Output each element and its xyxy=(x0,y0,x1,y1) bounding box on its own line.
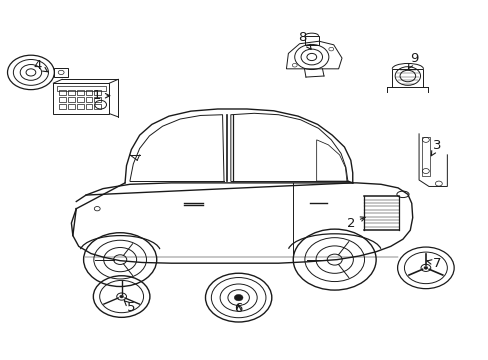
Bar xyxy=(68,97,75,102)
Bar xyxy=(57,86,105,91)
Circle shape xyxy=(120,295,123,298)
Bar xyxy=(77,90,83,95)
Bar xyxy=(85,97,92,102)
Bar xyxy=(53,83,109,114)
Text: 7: 7 xyxy=(426,257,441,270)
Circle shape xyxy=(423,266,427,269)
Text: 5: 5 xyxy=(124,301,135,314)
Bar xyxy=(77,97,83,102)
Text: 8: 8 xyxy=(297,31,310,49)
Text: 2: 2 xyxy=(346,216,365,230)
Bar xyxy=(59,90,66,95)
Bar xyxy=(305,36,318,45)
Bar xyxy=(68,90,75,95)
Bar xyxy=(85,104,92,109)
Bar xyxy=(59,97,66,102)
Text: 9: 9 xyxy=(407,52,418,68)
Bar xyxy=(94,104,101,109)
Bar xyxy=(77,104,83,109)
Text: 1: 1 xyxy=(93,89,110,102)
Bar xyxy=(85,90,92,95)
Text: 4: 4 xyxy=(34,59,47,72)
Bar xyxy=(421,137,429,176)
Circle shape xyxy=(234,294,243,301)
Bar xyxy=(94,97,101,102)
Text: 6: 6 xyxy=(234,302,243,315)
Bar xyxy=(94,90,101,95)
Bar xyxy=(68,104,75,109)
Bar xyxy=(54,68,68,77)
Bar xyxy=(391,69,423,87)
Text: 3: 3 xyxy=(430,139,441,156)
Bar xyxy=(59,104,66,109)
